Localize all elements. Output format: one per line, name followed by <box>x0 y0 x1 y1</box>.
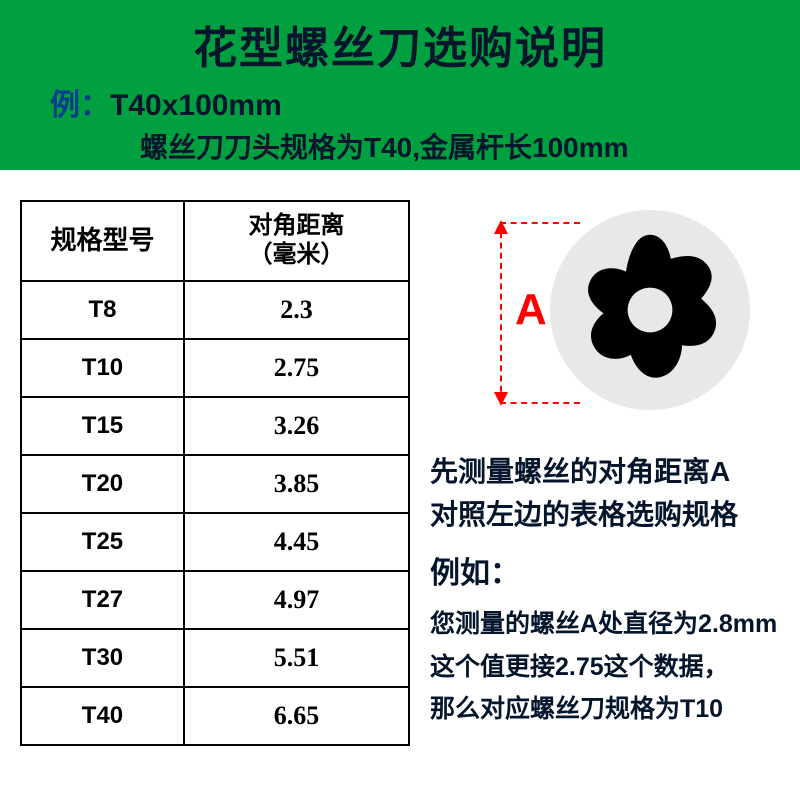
example-line: 例：T40x100mm <box>50 80 760 124</box>
cell-model: T10 <box>21 339 184 397</box>
instruction-line-1: 先测量螺丝的对角距离A <box>430 450 780 493</box>
cell-distance: 2.75 <box>184 339 409 397</box>
dim-arrow-down <box>494 392 508 406</box>
cell-model: T15 <box>21 397 184 455</box>
content-area: 规格型号 对角距离 （毫米） T82.3T102.75T153.26T203.8… <box>0 170 800 746</box>
example-description: 螺丝刀刀头规格为T40,金属杆长100mm <box>140 126 760 166</box>
spec-table: 规格型号 对角距离 （毫米） T82.3T102.75T153.26T203.8… <box>20 200 410 746</box>
table-row: T153.26 <box>21 397 409 455</box>
cell-distance: 5.51 <box>184 629 409 687</box>
dimension-label: A <box>515 285 547 335</box>
cell-model: T8 <box>21 281 184 339</box>
torx-icon <box>570 230 730 390</box>
torx-diagram: A <box>430 210 780 420</box>
instructions-block: 先测量螺丝的对角距离A 对照左边的表格选购规格 例如： 您测量的螺丝A处直径为2… <box>430 450 780 731</box>
table-row: T305.51 <box>21 629 409 687</box>
col2-header-line2: （毫米） <box>248 241 344 268</box>
table-body: T82.3T102.75T153.26T203.85T254.45T274.97… <box>21 281 409 745</box>
instruction-example-header: 例如： <box>430 551 780 598</box>
table-row: T254.45 <box>21 513 409 571</box>
cell-model: T27 <box>21 571 184 629</box>
col-header-distance: 对角距离 （毫米） <box>184 201 409 281</box>
dim-line-top <box>500 222 580 224</box>
table-row: T274.97 <box>21 571 409 629</box>
cell-model: T30 <box>21 629 184 687</box>
spec-table-wrapper: 规格型号 对角距离 （毫米） T82.3T102.75T153.26T203.8… <box>20 200 410 746</box>
cell-distance: 4.45 <box>184 513 409 571</box>
cell-distance: 3.85 <box>184 455 409 513</box>
right-column: A 先测量螺丝的对角距离A 对照左边的表格选购规格 例如： 您测量的螺丝A处直径… <box>430 200 780 746</box>
cell-model: T40 <box>21 687 184 745</box>
col2-header-line1: 对角距离 <box>248 212 344 239</box>
table-header-row: 规格型号 对角距离 （毫米） <box>21 201 409 281</box>
page-title: 花型螺丝刀选购说明 <box>40 12 760 76</box>
example-value: T40x100mm <box>110 89 282 122</box>
instruction-ex-line-1: 您测量的螺丝A处直径为2.8mm <box>430 603 780 646</box>
header-banner: 花型螺丝刀选购说明 例：T40x100mm 螺丝刀刀头规格为T40,金属杆长10… <box>0 0 800 170</box>
cell-distance: 2.3 <box>184 281 409 339</box>
cell-distance: 3.26 <box>184 397 409 455</box>
example-label: 例： <box>50 89 110 122</box>
table-row: T82.3 <box>21 281 409 339</box>
dim-line-bottom <box>500 402 580 404</box>
col-header-model: 规格型号 <box>21 201 184 281</box>
cell-distance: 6.65 <box>184 687 409 745</box>
table-row: T102.75 <box>21 339 409 397</box>
dim-line-vertical <box>500 222 502 402</box>
instruction-ex-line-2: 这个值更接2.75这个数据， <box>430 646 780 689</box>
cell-model: T20 <box>21 455 184 513</box>
instruction-ex-line-3: 那么对应螺丝刀规格为T10 <box>430 688 780 731</box>
cell-distance: 4.97 <box>184 571 409 629</box>
table-row: T203.85 <box>21 455 409 513</box>
table-row: T406.65 <box>21 687 409 745</box>
instruction-line-2: 对照左边的表格选购规格 <box>430 493 780 536</box>
cell-model: T25 <box>21 513 184 571</box>
dim-arrow-up <box>494 220 508 234</box>
